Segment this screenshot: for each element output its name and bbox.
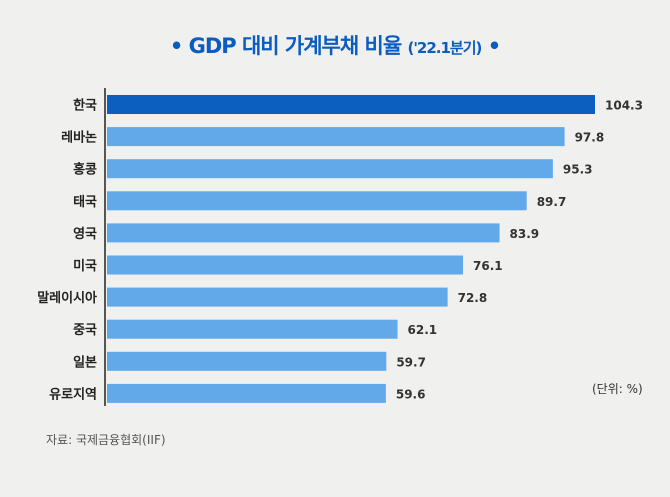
bar-5 bbox=[107, 255, 464, 275]
title-subtitle: ('22.1분기) bbox=[407, 39, 482, 57]
data-label: 62.1 bbox=[408, 323, 438, 337]
data-label: 89.7 bbox=[537, 195, 567, 209]
bar-2 bbox=[107, 159, 553, 179]
data-label: 95.3 bbox=[563, 163, 593, 177]
data-label: 59.6 bbox=[396, 387, 426, 401]
data-label: 72.8 bbox=[458, 291, 488, 305]
unit-note: (단위: %) bbox=[592, 382, 643, 396]
chart-title: • GDP 대비 가계부채 비율 ('22.1분기) • bbox=[0, 30, 670, 60]
source-note: 자료: 국제금융협회(IIF) bbox=[46, 433, 166, 447]
data-label: 59.7 bbox=[396, 355, 426, 369]
bar-4 bbox=[107, 223, 500, 243]
category-label: 일본 bbox=[73, 355, 97, 370]
category-label: 말레이시아 bbox=[37, 290, 97, 306]
category-label: 한국 bbox=[73, 98, 97, 114]
bullet-left: • bbox=[169, 34, 189, 58]
bar-0 bbox=[107, 95, 595, 114]
category-label: 유로지역 bbox=[49, 386, 97, 402]
category-label: 레바논 bbox=[61, 130, 97, 146]
bar-3 bbox=[107, 191, 527, 211]
bar-9 bbox=[107, 383, 386, 403]
data-label: 76.1 bbox=[473, 259, 503, 273]
bar-7 bbox=[107, 319, 398, 339]
bar-6 bbox=[107, 287, 448, 307]
data-label: 83.9 bbox=[510, 227, 540, 241]
data-label: 104.3 bbox=[605, 99, 643, 113]
bar-1 bbox=[107, 127, 565, 147]
bullet-right: • bbox=[481, 34, 501, 58]
bar-8 bbox=[107, 351, 387, 371]
category-label: 영국 bbox=[73, 227, 97, 242]
category-label: 태국 bbox=[73, 195, 97, 210]
category-label: 미국 bbox=[73, 258, 97, 274]
data-label: 97.8 bbox=[575, 131, 605, 145]
title-text: GDP 대비 가계부채 비율 bbox=[188, 34, 403, 58]
category-label: 중국 bbox=[73, 323, 97, 338]
category-label: 홍콩 bbox=[73, 162, 97, 178]
